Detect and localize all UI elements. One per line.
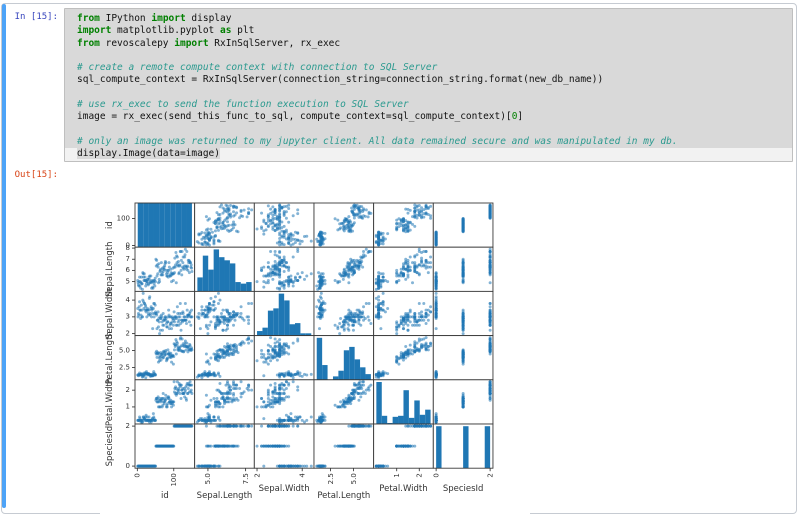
code-line (77, 50, 784, 62)
input-prompt: In [15]: (14, 12, 58, 22)
code-line: # only an image was returned to my jupyt… (77, 135, 678, 147)
pairplot-canvas (100, 186, 530, 516)
code-lines: from IPython import display import matplo… (65, 13, 792, 161)
output-area (100, 186, 530, 516)
code-line: from revoscalepy import RxInSqlServer, r… (77, 37, 341, 49)
code-line: image = rx_exec(send_this_func_to_sql, c… (77, 111, 524, 123)
output-prompt: Out[15]: (14, 170, 58, 180)
code-line (77, 124, 784, 136)
code-line: display.Image(data=image) (65, 148, 792, 161)
code-line: # create a remote compute context with c… (77, 62, 438, 74)
code-line (77, 87, 784, 99)
code-line: sql_compute_context = RxInSqlServer(conn… (77, 74, 604, 86)
code-cell-editor[interactable]: from IPython import display import matplo… (64, 8, 793, 162)
active-cell-indicator-bar (2, 4, 6, 508)
code-line: import matplotlib.pyplot as plt (77, 25, 255, 37)
code-line: # use rx_exec to send the function execu… (77, 99, 409, 111)
code-line: from IPython import display (77, 13, 232, 24)
